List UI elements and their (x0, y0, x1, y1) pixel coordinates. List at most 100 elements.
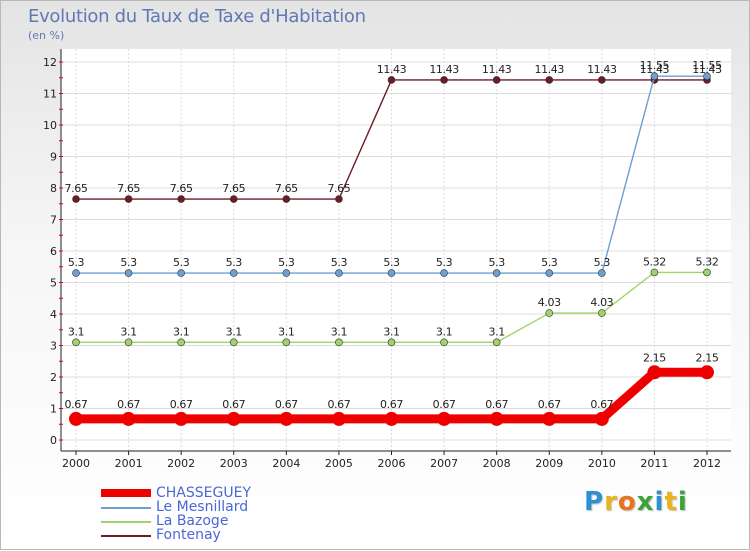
data-point (229, 195, 238, 203)
data-label: 7.65 (170, 182, 193, 195)
chart-title: Evolution du Taux de Taxe d'Habitation (28, 6, 366, 27)
data-label: 5.3 (436, 256, 453, 269)
data-label: 5.3 (226, 256, 243, 269)
data-label: 3.1 (331, 325, 347, 338)
data-point (545, 76, 554, 84)
data-label: 11.43 (692, 63, 722, 76)
x-tick-label: 2002 (167, 457, 195, 470)
data-point (598, 309, 606, 317)
data-label: 0.67 (65, 398, 88, 411)
data-label: 0.67 (433, 398, 456, 411)
data-point (69, 411, 83, 426)
data-label: 5.3 (278, 256, 295, 269)
data-label: 7.65 (222, 182, 245, 195)
data-label: 3.1 (436, 325, 452, 338)
y-tick-label: 10 (43, 119, 57, 132)
data-point (121, 411, 136, 426)
legend-label-chasseguey: CHASSEGUEY (156, 485, 251, 501)
data-point (492, 338, 501, 347)
data-point (492, 76, 501, 84)
data-label: 5.3 (331, 256, 348, 269)
logo-letter: P (584, 487, 605, 517)
y-tick-label: 2 (50, 371, 57, 384)
data-label: 3.1 (383, 325, 399, 338)
data-label: 5.3 (594, 256, 611, 269)
data-point (647, 365, 662, 380)
data-label: 11.43 (640, 63, 670, 76)
x-tick-label: 2000 (62, 457, 90, 470)
data-point (279, 411, 294, 426)
data-point (72, 195, 80, 203)
data-point (229, 269, 238, 277)
data-label: 2.15 (696, 351, 719, 364)
y-tick-label: 11 (43, 88, 57, 101)
data-point (594, 411, 609, 426)
data-label: 11.43 (587, 63, 617, 76)
data-label: 7.65 (117, 182, 140, 195)
data-point (282, 195, 291, 203)
data-point (282, 338, 291, 347)
legend-swatch-fontenay (101, 535, 151, 537)
x-tick-label: 2007 (430, 457, 458, 470)
y-tick-label: 5 (50, 277, 57, 290)
data-point (703, 72, 711, 80)
data-point (650, 72, 659, 80)
data-label: 5.3 (68, 256, 85, 269)
data-label: 0.67 (117, 398, 140, 411)
data-label: 2.15 (643, 351, 666, 364)
logo-letter: o (617, 487, 637, 517)
x-tick-label: 2010 (588, 457, 616, 470)
x-tick-label: 2005 (325, 457, 353, 470)
y-tick-label: 3 (50, 340, 57, 353)
data-label: 11.43 (482, 63, 512, 76)
legend-label-fontenay: Fontenay (156, 527, 221, 543)
data-label: 3.1 (120, 325, 136, 338)
data-label: 5.3 (383, 256, 400, 269)
logo-letter: x (636, 487, 655, 517)
data-label: 0.67 (275, 398, 298, 411)
data-point (387, 269, 396, 277)
y-tick-label: 9 (50, 151, 57, 164)
data-point (72, 338, 80, 347)
data-point (440, 269, 448, 277)
x-tick-label: 2012 (693, 457, 721, 470)
data-point (545, 309, 554, 317)
data-point (124, 195, 133, 203)
data-label: 0.67 (590, 398, 613, 411)
logo-letter: i (677, 487, 688, 517)
data-label: 5.3 (489, 256, 506, 269)
data-label: 3.1 (173, 325, 189, 338)
data-point (387, 338, 396, 347)
legend-swatch-le-mesnillard (101, 507, 151, 509)
data-point (489, 411, 504, 426)
data-label: 0.67 (327, 398, 350, 411)
y-tick-label: 0 (50, 434, 57, 447)
data-label: 4.03 (590, 296, 613, 309)
data-point (124, 338, 133, 347)
data-point (177, 269, 185, 277)
data-label: 5.3 (173, 256, 190, 269)
y-tick-label: 8 (50, 182, 57, 195)
x-tick-label: 2008 (483, 457, 511, 470)
data-point (72, 269, 80, 277)
data-point (335, 269, 343, 277)
data-label: 5.32 (696, 255, 719, 268)
chart-unit-label: (en %) (28, 29, 65, 42)
data-label: 4.03 (538, 296, 561, 309)
x-tick-label: 2011 (640, 457, 668, 470)
y-tick-label: 4 (50, 308, 57, 321)
data-point (437, 411, 452, 426)
y-tick-label: 12 (43, 56, 57, 69)
data-point (335, 338, 343, 347)
data-point (282, 269, 291, 277)
x-tick-label: 2003 (220, 457, 248, 470)
legend-swatch-la-bazoge (101, 521, 151, 523)
data-point (226, 411, 241, 426)
data-point (335, 195, 343, 203)
x-tick-label: 2004 (272, 457, 300, 470)
data-label: 11.55 (640, 59, 670, 72)
y-tick-label: 6 (50, 245, 57, 258)
data-point (229, 338, 238, 347)
